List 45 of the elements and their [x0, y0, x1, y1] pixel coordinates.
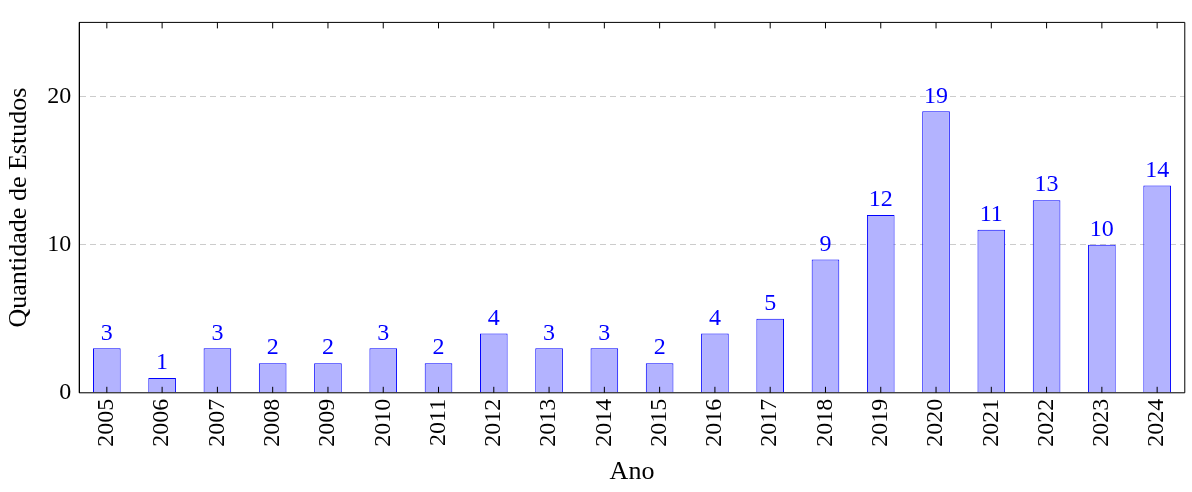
x-tick-label: 2018	[810, 398, 837, 447]
y-tick-label: 20	[47, 81, 72, 108]
x-tick-label: 2007	[202, 398, 229, 447]
data-label: 12	[868, 185, 893, 212]
x-tick-label: 2020	[921, 398, 948, 447]
x-tick-label: 2009	[313, 398, 340, 447]
y-tick-label: 10	[47, 229, 72, 256]
data-label: 14	[1145, 155, 1170, 182]
x-tick-label: 2015	[644, 398, 671, 447]
data-label: 2	[432, 333, 445, 360]
x-tick-label: 2021	[976, 398, 1003, 447]
x-tick-label: 2012	[479, 398, 506, 447]
data-label: 13	[1034, 170, 1059, 197]
x-tick-label: 2005	[92, 398, 119, 447]
x-tick-label: 2023	[1087, 398, 1114, 447]
data-label: 3	[377, 318, 390, 345]
data-label: 1	[156, 348, 169, 375]
y-tick-label: 0	[59, 378, 72, 405]
x-tick-label: 2008	[257, 398, 284, 447]
data-label: 9	[819, 229, 832, 256]
x-tick-label: 2022	[1031, 398, 1058, 447]
data-label: 3	[543, 318, 556, 345]
data-label: 2	[266, 333, 279, 360]
data-label: 11	[979, 200, 1003, 227]
data-label: 4	[487, 303, 500, 330]
data-label: 3	[211, 318, 224, 345]
data-label: 2	[653, 333, 666, 360]
x-tick-label: 2024	[1142, 398, 1169, 447]
data-label: 19	[924, 81, 949, 108]
y-axis-title: Quantidade de Estudos	[3, 87, 33, 328]
data-label: 5	[764, 289, 777, 316]
x-tick-label: 2013	[534, 398, 561, 447]
x-tick-label: 2006	[147, 398, 174, 447]
x-tick-label: 2014	[589, 398, 616, 447]
x-tick-label: 2011	[423, 398, 450, 446]
data-label: 3	[598, 318, 611, 345]
x-tick-label: 2019	[866, 398, 893, 447]
data-label: 10	[1089, 214, 1114, 241]
data-label: 3	[100, 318, 113, 345]
x-tick-label: 2010	[368, 398, 395, 447]
x-tick-label: 2017	[755, 398, 782, 447]
x-axis-title: Ano	[609, 456, 655, 486]
data-label: 2	[321, 333, 334, 360]
x-tick-label: 2016	[700, 398, 727, 447]
data-label: 4	[708, 303, 721, 330]
